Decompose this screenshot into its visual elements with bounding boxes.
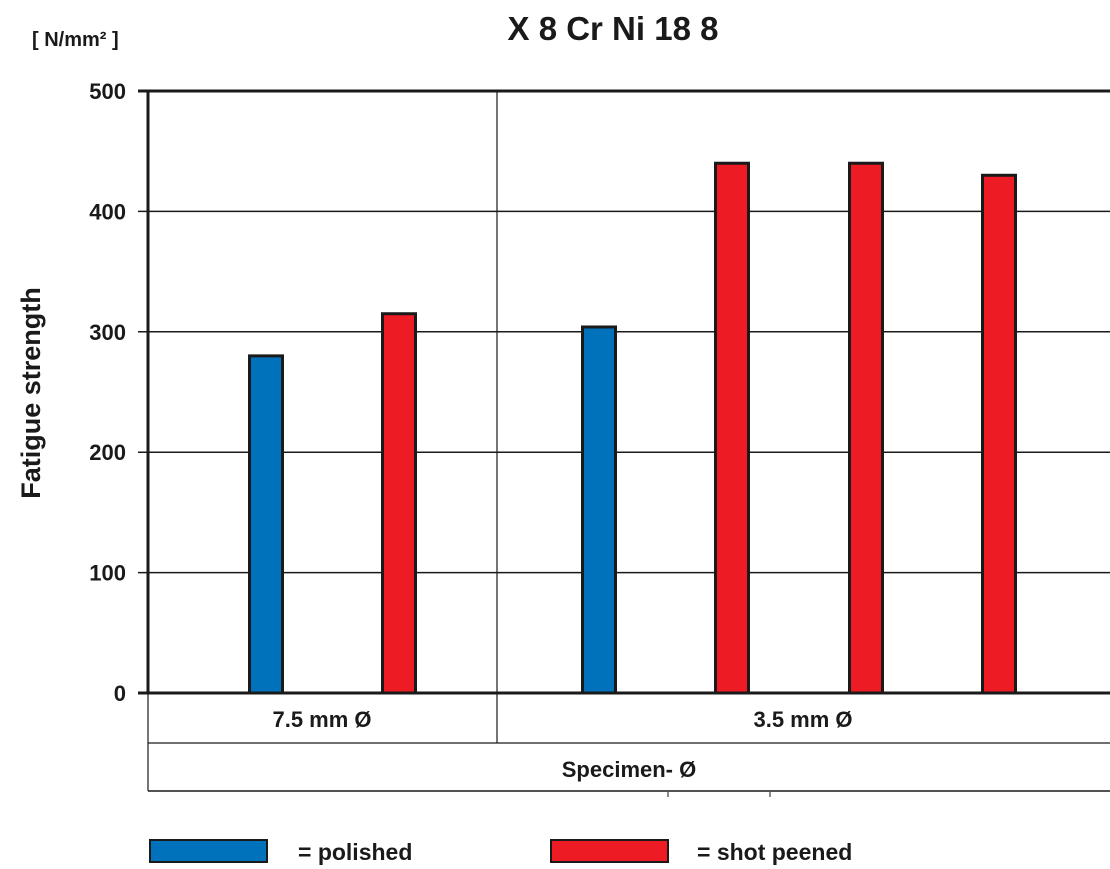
bar-shot-peened xyxy=(714,161,750,695)
legend-swatch-shot-peened xyxy=(550,839,669,863)
group-label-7-5mm: 7.5 mm Ø xyxy=(272,707,371,732)
unit-label: [ N/mm² ] xyxy=(32,29,119,51)
group-label-3-5mm: 3.5 mm Ø xyxy=(753,707,852,732)
bars xyxy=(248,161,1017,695)
chart-title: X 8 Cr Ni 18 8 xyxy=(508,10,719,47)
bar-shot-peened xyxy=(848,161,884,695)
y-tick-label: 0 xyxy=(114,681,126,706)
legend-label-polished: = polished xyxy=(298,839,412,865)
y-tick-label: 200 xyxy=(89,440,126,465)
x-axis-label: Specimen- Ø xyxy=(562,757,696,782)
y-tick-label: 500 xyxy=(89,79,126,104)
legend-label-shot-peened: = shot peened xyxy=(697,839,852,865)
legend-swatch-polished xyxy=(149,839,268,863)
bar-shot-peened xyxy=(981,173,1017,695)
bar-polished xyxy=(248,354,284,695)
y-tick-labels: 0 100 200 300 400 500 xyxy=(89,79,126,706)
legend: = polished = shot peened xyxy=(149,839,852,865)
y-tick-label: 100 xyxy=(89,561,126,586)
bar-shot-peened xyxy=(381,312,417,695)
bar-polished xyxy=(581,325,617,695)
grid-lines xyxy=(138,210,1110,574)
y-tick-label: 400 xyxy=(89,199,126,224)
y-axis-label: Fatigue strength xyxy=(16,287,46,499)
y-tick-label: 300 xyxy=(89,320,126,345)
